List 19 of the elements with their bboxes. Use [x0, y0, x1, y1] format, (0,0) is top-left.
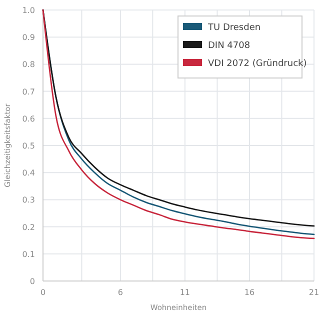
- y-tick-label: 0.4: [22, 168, 35, 178]
- x-tick-label: 21: [308, 288, 320, 297]
- y-tick-label: 1.0: [22, 6, 35, 15]
- x-tick-label: 6: [118, 288, 123, 297]
- y-tick-label: 0: [30, 277, 35, 286]
- x-tick-label: 16: [244, 288, 255, 297]
- y-tick-label: 0.7: [22, 87, 35, 96]
- legend-label: DIN 4708: [208, 41, 250, 51]
- x-tick-label: 11: [180, 288, 190, 297]
- y-tick-label: 0.9: [22, 33, 35, 42]
- y-tick-label: 0.6: [22, 114, 35, 124]
- legend-label: VDI 2072 (Gründruck): [208, 59, 307, 69]
- y-tick-label: 0.1: [22, 250, 35, 259]
- legend-label: TU Dresden: [207, 23, 261, 33]
- y-tick-label: 0.5: [22, 142, 35, 150]
- y-tick-label: 0.2: [22, 222, 35, 232]
- y-tick-label: 0.3: [22, 196, 35, 205]
- y-tick-label: 0.8: [22, 60, 35, 70]
- x-tick-label: 0: [40, 288, 46, 297]
